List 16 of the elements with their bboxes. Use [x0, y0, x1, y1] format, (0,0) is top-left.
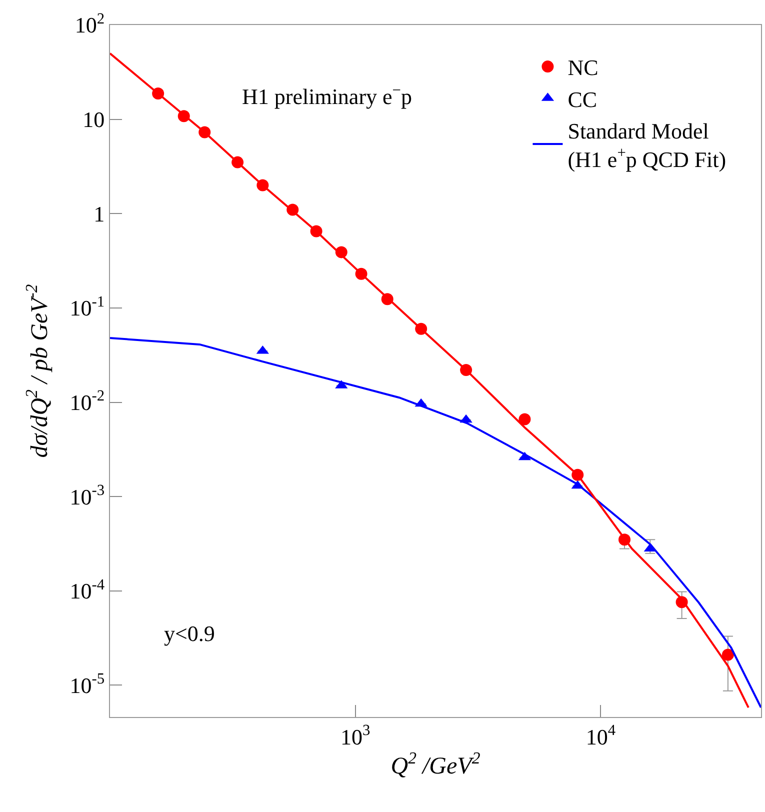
x-tick-label: 10$^{4}$: [586, 722, 616, 750]
legend-label: NC: [568, 55, 598, 80]
x-tick-label: 10$^{3}$: [340, 722, 371, 750]
y-tick-label: 10$^{2}$: [74, 10, 105, 38]
y-tick-label: 10$^{-3}$: [70, 482, 105, 510]
y-tick-label: 10$^{-4}$: [70, 576, 105, 604]
annotation: H1 preliminary e$^{−}$p: [242, 82, 412, 110]
y-tick-label: 10: [82, 107, 105, 132]
x-axis-title: Q$^{2}$ /GeV$^{2}$: [390, 748, 481, 780]
y-tick-label: 10$^{-2}$: [70, 388, 105, 415]
legend-label: CC: [568, 86, 598, 112]
annotation: y<0.9: [164, 621, 215, 646]
legend-label: Standard Model (H1 e$^{+}$p QCD Fit): [568, 118, 726, 172]
y-tick-label: 10$^{-5}$: [70, 670, 105, 698]
y-tick-label: 1: [94, 201, 105, 226]
y-tick-label: 10$^{-1}$: [70, 293, 105, 321]
